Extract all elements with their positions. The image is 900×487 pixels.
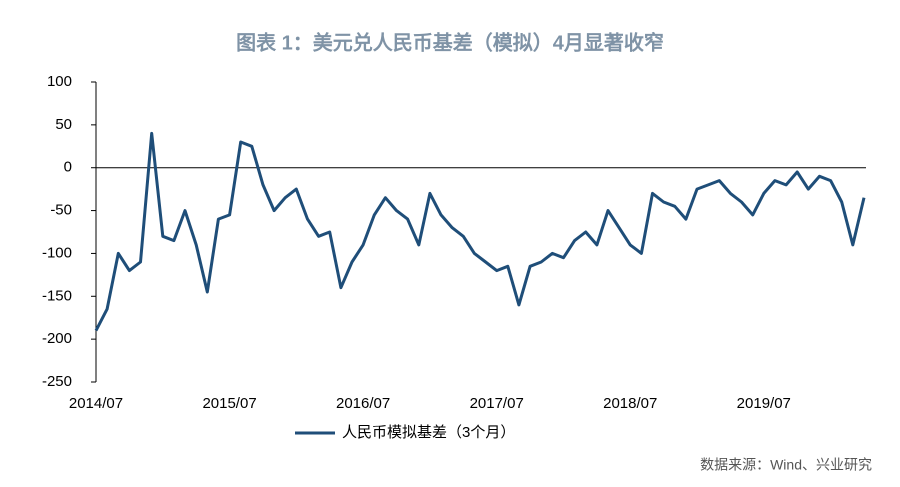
y-tick-label: 100 bbox=[47, 73, 72, 90]
y-tick-label: -50 bbox=[50, 202, 72, 219]
x-tick-label: 2015/07 bbox=[202, 395, 256, 412]
chart-title: 图表 1：美元兑人民币基差（模拟）4月显著收窄 bbox=[236, 30, 664, 54]
y-tick-label: -100 bbox=[42, 244, 72, 261]
x-tick-label: 2014/07 bbox=[69, 395, 123, 412]
y-tick-label: 0 bbox=[64, 159, 72, 176]
x-tick-label: 2016/07 bbox=[336, 395, 390, 412]
x-tick-label: 2018/07 bbox=[603, 395, 657, 412]
y-tick-label: -250 bbox=[42, 373, 72, 390]
source: 数据来源：Wind、兴业研究 bbox=[700, 457, 872, 473]
x-tick-label: 2017/07 bbox=[470, 395, 524, 412]
y-tick-label: -200 bbox=[42, 330, 72, 347]
line bbox=[94, 131, 866, 332]
y-tick-label: -150 bbox=[42, 287, 72, 304]
legend-label: 人民币模拟基差（3个月） bbox=[342, 424, 515, 441]
x-tick-label: 2019/07 bbox=[737, 395, 791, 412]
y-tick-label: 50 bbox=[55, 116, 72, 133]
